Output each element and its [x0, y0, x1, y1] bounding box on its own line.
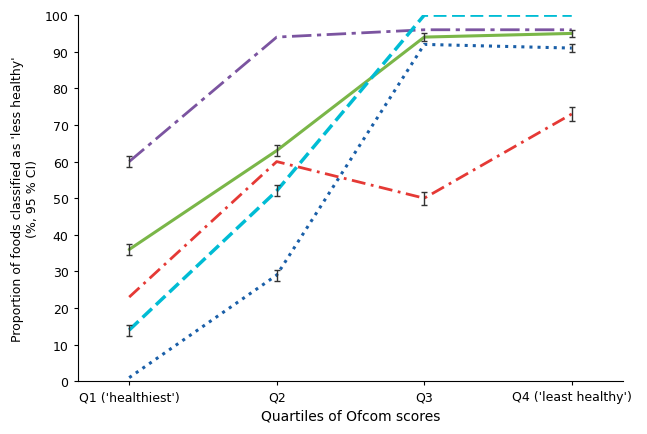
Y-axis label: Proportion of foods classified as 'less healthy'
(%, 95 % CI): Proportion of foods classified as 'less …: [11, 56, 39, 341]
X-axis label: Quartiles of Ofcom scores: Quartiles of Ofcom scores: [261, 409, 440, 423]
